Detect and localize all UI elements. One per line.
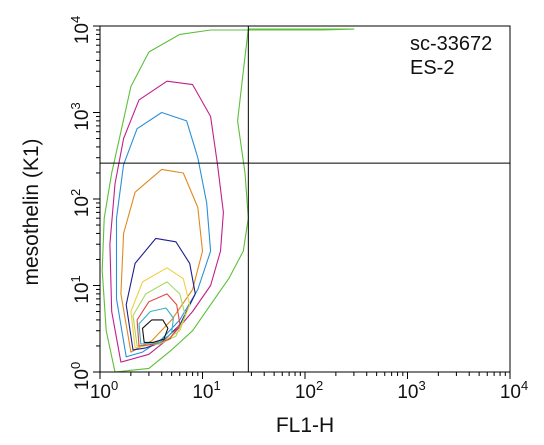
contour-level-5 — [125, 237, 196, 351]
x-tick-label: 100 — [90, 378, 118, 403]
contour-level-9 — [138, 307, 174, 345]
y-tick-label: 101 — [68, 275, 93, 303]
x-tick-label: 102 — [295, 378, 323, 403]
y-axis: 100 101 102 103 104 — [68, 16, 100, 390]
quadrant-gate — [100, 26, 510, 372]
y-tick-label: 104 — [68, 16, 93, 44]
annotation-antibody: sc-33672 — [410, 33, 492, 55]
contour-level-7 — [132, 281, 186, 347]
y-axis-title: mesothelin (K1) — [20, 138, 43, 285]
x-tick-label: 101 — [192, 378, 220, 403]
x-tick-label: 103 — [397, 378, 425, 403]
x-axis: 100 101 102 103 104 — [90, 372, 528, 403]
annotation-cell-line: ES-2 — [410, 57, 454, 79]
x-tick-label: 104 — [500, 378, 528, 403]
y-tick-label: 103 — [68, 102, 93, 130]
contour-level-3 — [115, 111, 212, 358]
y-tick-label: 100 — [68, 362, 93, 390]
contour-layer — [101, 28, 355, 373]
contour-level-2 — [109, 80, 224, 363]
contour-level-10 — [141, 319, 169, 343]
contour-level-4 — [120, 168, 204, 353]
y-tick-label: 102 — [68, 189, 93, 217]
x-axis-title: FL1-H — [276, 414, 334, 437]
contour-level-6 — [130, 267, 191, 349]
contour-level-1 — [101, 28, 355, 373]
